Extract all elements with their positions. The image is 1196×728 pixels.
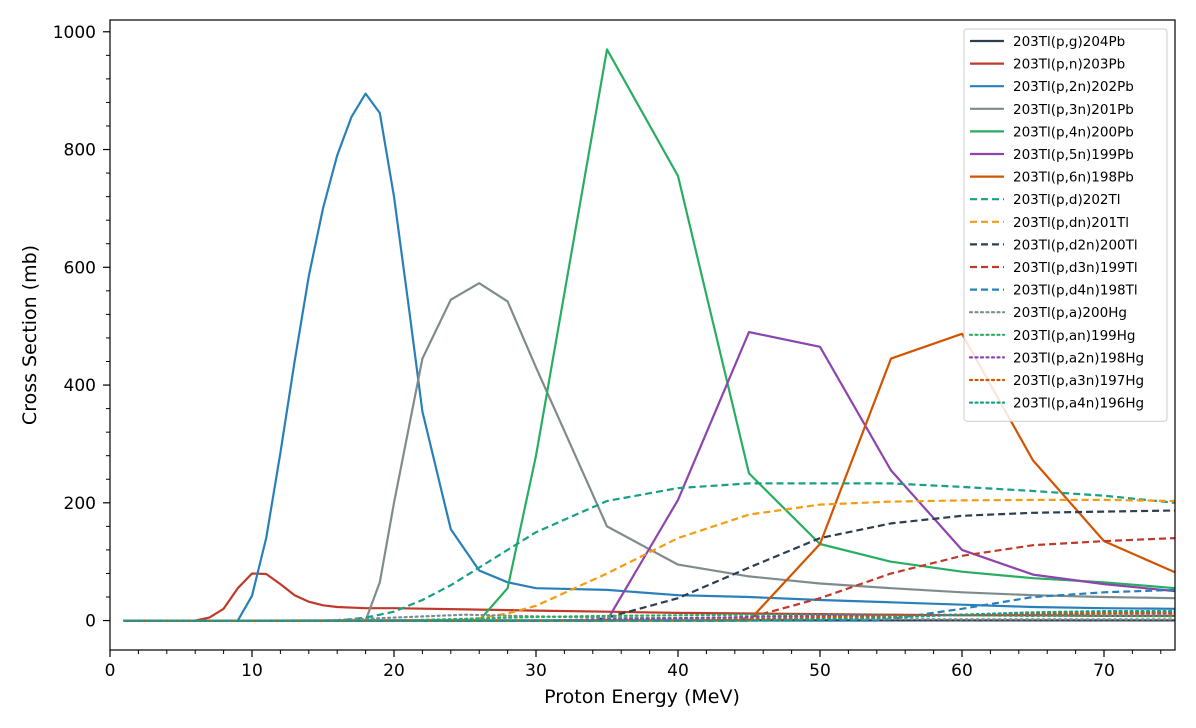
- legend-label-13: 203Tl(p,an)199Hg: [1013, 328, 1135, 344]
- x-axis-title: Proton Energy (MeV): [544, 686, 740, 708]
- plot-frame: [109, 19, 1176, 651]
- series-line-8: [124, 498, 1175, 622]
- y-axis: 0 200 400 600 800 1000: [53, 23, 110, 632]
- legend-label-11: 203Tl(p,d4n)198Tl: [1013, 283, 1138, 299]
- legend-label-6: 203Tl(p,6n)198Pb: [1013, 170, 1134, 186]
- x-axis: 0 10 20 30 40 50 60 70: [105, 650, 1162, 681]
- x-tick-label-1: 10: [241, 661, 263, 681]
- legend-label-12: 203Tl(p,a)200Hg: [1013, 305, 1127, 321]
- x-tick-label-3: 30: [525, 661, 547, 681]
- legend-label-4: 203Tl(p,4n)200Pb: [1013, 124, 1134, 140]
- legend-label-7: 203Tl(p,d)202Tl: [1013, 192, 1121, 208]
- x-tick-label-4: 40: [667, 661, 689, 681]
- series-line-6: [124, 332, 1175, 622]
- legend-box: [963, 28, 1168, 422]
- y-tick-label-1: 200: [64, 494, 96, 514]
- legend-label-16: 203Tl(p,a4n)196Hg: [1013, 396, 1144, 412]
- series-line-16: [123, 610, 1175, 622]
- series-line-7: [124, 482, 1175, 622]
- legend-label-8: 203Tl(p,dn)201Tl: [1013, 215, 1129, 231]
- series-layer: [123, 48, 1175, 622]
- series-line-13: [123, 613, 1175, 622]
- x-tick-label-7: 70: [1093, 661, 1115, 681]
- legend-label-14: 203Tl(p,a2n)198Hg: [1013, 350, 1144, 366]
- y-tick-label-3: 600: [64, 258, 96, 278]
- x-tick-label-2: 20: [383, 661, 405, 681]
- y-tick-label-4: 800: [64, 141, 96, 161]
- legend-label-1: 203Tl(p,n)203Pb: [1013, 57, 1125, 73]
- series-line-11: [124, 588, 1175, 622]
- series-line-2: [124, 92, 1175, 622]
- series-line-5: [124, 331, 1175, 622]
- legend-label-0: 203Tl(p,g)204Pb: [1013, 34, 1125, 50]
- x-tick-label-0: 0: [105, 661, 116, 681]
- legend-label-9: 203Tl(p,d2n)200Tl: [1013, 237, 1138, 253]
- legend: 203Tl(p,g)204Pb 203Tl(p,n)203Pb 203Tl(p,2n…: [963, 28, 1168, 422]
- legend-label-10: 203Tl(p,d3n)199Tl: [1013, 260, 1138, 276]
- y-axis-title: Cross Section (mb): [19, 245, 41, 425]
- series-line-10: [124, 537, 1175, 622]
- y-tick-label-5: 1000: [53, 23, 96, 43]
- y-tick-label-0: 0: [85, 612, 96, 632]
- x-tick-label-5: 50: [809, 661, 831, 681]
- x-tick-label-6: 60: [951, 661, 973, 681]
- series-line-4: [124, 48, 1175, 622]
- series-line-3: [124, 282, 1175, 622]
- y-tick-label-2: 400: [64, 376, 96, 396]
- legend-label-3: 203Tl(p,3n)201Pb: [1013, 102, 1134, 118]
- legend-label-5: 203Tl(p,5n)199Pb: [1013, 147, 1134, 163]
- legend-label-15: 203Tl(p,a3n)197Hg: [1013, 373, 1144, 389]
- legend-label-2: 203Tl(p,2n)202Pb: [1013, 79, 1134, 95]
